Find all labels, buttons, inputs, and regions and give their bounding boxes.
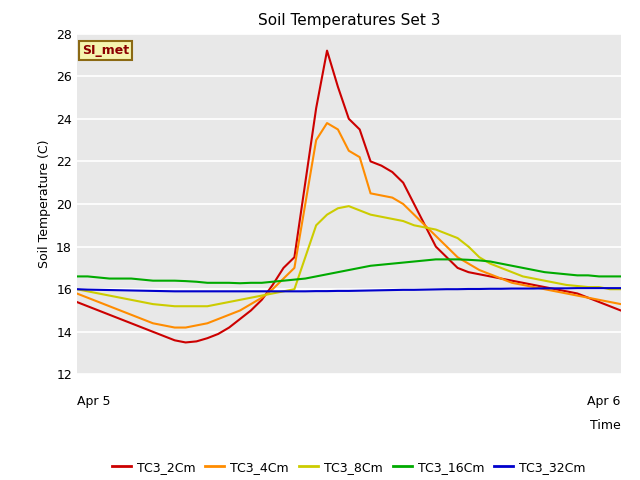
Title: Soil Temperatures Set 3: Soil Temperatures Set 3: [257, 13, 440, 28]
Text: Apr 6: Apr 6: [588, 395, 621, 408]
Text: Time: Time: [590, 419, 621, 432]
Legend: TC3_2Cm, TC3_4Cm, TC3_8Cm, TC3_16Cm, TC3_32Cm: TC3_2Cm, TC3_4Cm, TC3_8Cm, TC3_16Cm, TC3…: [107, 456, 591, 479]
Y-axis label: Soil Temperature (C): Soil Temperature (C): [38, 140, 51, 268]
Text: Apr 5: Apr 5: [77, 395, 110, 408]
Text: SI_met: SI_met: [82, 44, 129, 57]
